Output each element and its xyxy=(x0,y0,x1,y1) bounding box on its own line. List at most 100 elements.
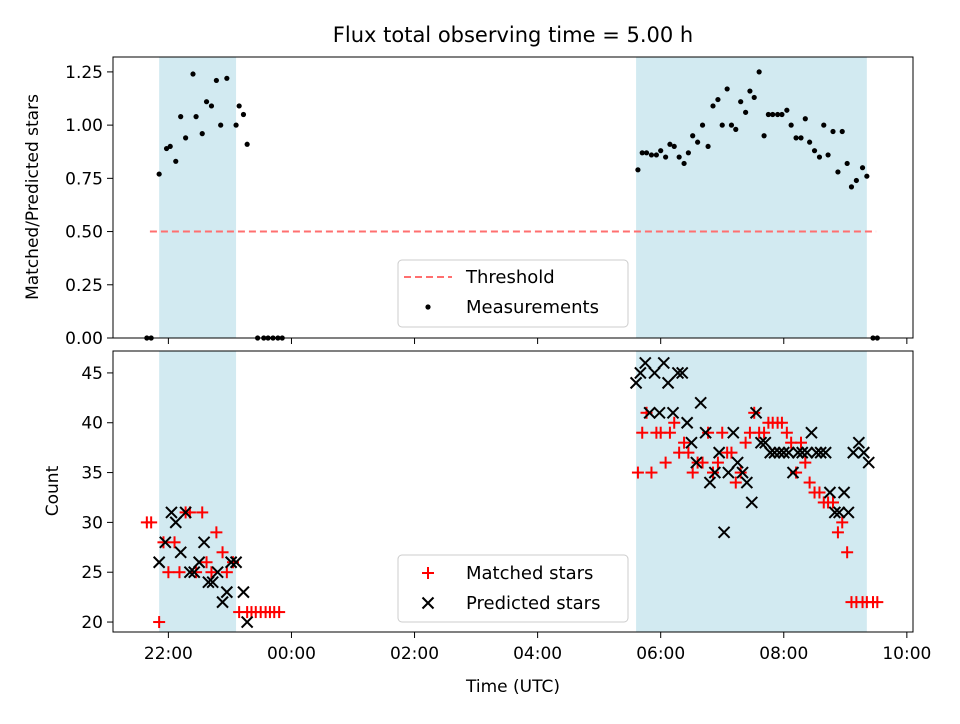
predicted-star-point xyxy=(862,456,875,469)
bottom-legend-box xyxy=(397,554,629,623)
matched-star-point xyxy=(200,556,213,569)
predicted-star-point xyxy=(703,476,717,489)
matched-star-point xyxy=(659,456,672,469)
measurement-point xyxy=(821,122,827,128)
marker-stroke xyxy=(862,456,875,469)
predicted-star-point xyxy=(661,376,675,390)
matched-star-point xyxy=(841,546,854,559)
predicted-star-point xyxy=(777,446,790,459)
measurement-point xyxy=(835,169,841,175)
marker-stroke xyxy=(666,406,680,419)
measurement-point xyxy=(236,103,242,109)
predicted-star-point xyxy=(699,426,712,439)
shaded-span xyxy=(159,351,237,632)
matched-star-point xyxy=(827,496,839,509)
matched-star-point xyxy=(153,616,166,629)
legend-measurements-swatch xyxy=(425,304,431,310)
y-tick-label: 0.25 xyxy=(65,276,103,296)
marker-stroke xyxy=(736,466,749,479)
predicted-star-point xyxy=(814,446,827,459)
y-tick-label: 45 xyxy=(81,364,103,384)
matched-star-point xyxy=(678,436,691,449)
measurement-point xyxy=(658,148,664,154)
measurement-point xyxy=(825,152,831,158)
y-tick-label: 0.50 xyxy=(65,223,103,243)
marker-stroke xyxy=(717,526,731,539)
marker-stroke xyxy=(671,366,685,380)
matched-star-point xyxy=(795,436,807,449)
measurement-point xyxy=(761,133,767,139)
marker-stroke xyxy=(188,566,201,579)
predicted-star-point xyxy=(202,575,215,589)
marker-stroke xyxy=(224,556,238,569)
measurement-point xyxy=(747,88,753,94)
predicted-star-point xyxy=(629,376,643,390)
matched-star-point xyxy=(145,516,158,529)
y-tick-label: 25 xyxy=(81,563,103,583)
measurement-point xyxy=(830,128,836,135)
measurement-point xyxy=(663,154,669,160)
measurement-point xyxy=(728,122,735,128)
measurement-point xyxy=(156,171,162,177)
predicted-star-point xyxy=(842,506,855,519)
measurement-point xyxy=(208,103,215,109)
marker-stroke xyxy=(634,366,647,380)
predicted-star-point xyxy=(708,466,722,479)
marker-stroke xyxy=(828,506,842,519)
predicted-star-point xyxy=(782,446,795,459)
marker-stroke xyxy=(727,426,740,439)
measurement-point xyxy=(695,139,701,145)
predicted-star-point xyxy=(183,566,197,579)
x-tick-label: 02:00 xyxy=(390,644,439,664)
predicted-star-point xyxy=(152,556,166,569)
marker-stroke xyxy=(179,506,192,519)
matched-star-point xyxy=(682,446,695,459)
predicted-star-point xyxy=(666,406,680,419)
predicted-star-point xyxy=(754,436,768,449)
measurement-point xyxy=(190,71,196,77)
predicted-star-point xyxy=(685,436,698,449)
measurement-point xyxy=(643,150,650,156)
marker-stroke xyxy=(629,376,643,390)
predicted-star-point xyxy=(634,366,647,380)
matched-star-point xyxy=(173,566,186,579)
measurement-point xyxy=(807,139,813,145)
matched-star-point xyxy=(668,416,681,429)
y-tick-label: 0.00 xyxy=(65,329,103,349)
predicted-star-point xyxy=(165,506,178,519)
marker-stroke xyxy=(206,575,219,589)
marker-stroke xyxy=(708,466,722,479)
marker-stroke xyxy=(805,426,818,439)
predicted-star-point xyxy=(823,486,837,499)
bottom-y-axis-label: Count xyxy=(43,465,63,516)
measurement-point xyxy=(199,131,205,137)
measurement-point xyxy=(676,154,682,160)
marker-stroke xyxy=(810,446,823,459)
predicted-star-point xyxy=(188,566,201,579)
matched-star-point xyxy=(220,566,233,579)
measurement-point xyxy=(798,135,804,141)
bottom-axes-frame xyxy=(112,350,914,633)
predicted-star-point xyxy=(796,446,809,459)
predicted-star-point xyxy=(657,356,670,370)
matched-star-point xyxy=(836,516,849,529)
predicted-star-point xyxy=(828,506,842,519)
predicted-star-point xyxy=(837,486,851,499)
matched-star-point xyxy=(168,536,181,549)
measurement-point xyxy=(844,160,850,167)
matched-star-point xyxy=(196,506,209,519)
measurement-point xyxy=(653,152,659,158)
measurement-point xyxy=(178,114,184,120)
marker-stroke xyxy=(661,376,675,390)
predicted-star-point xyxy=(727,426,740,439)
measurement-point xyxy=(685,150,691,156)
measurement-point xyxy=(213,77,219,84)
marker-stroke xyxy=(680,416,694,429)
predicted-star-point xyxy=(169,516,182,529)
shaded-span xyxy=(159,57,237,338)
marker-stroke xyxy=(814,446,827,459)
marker-stroke xyxy=(837,486,851,499)
marker-stroke xyxy=(712,446,726,459)
measurement-point xyxy=(751,94,757,101)
